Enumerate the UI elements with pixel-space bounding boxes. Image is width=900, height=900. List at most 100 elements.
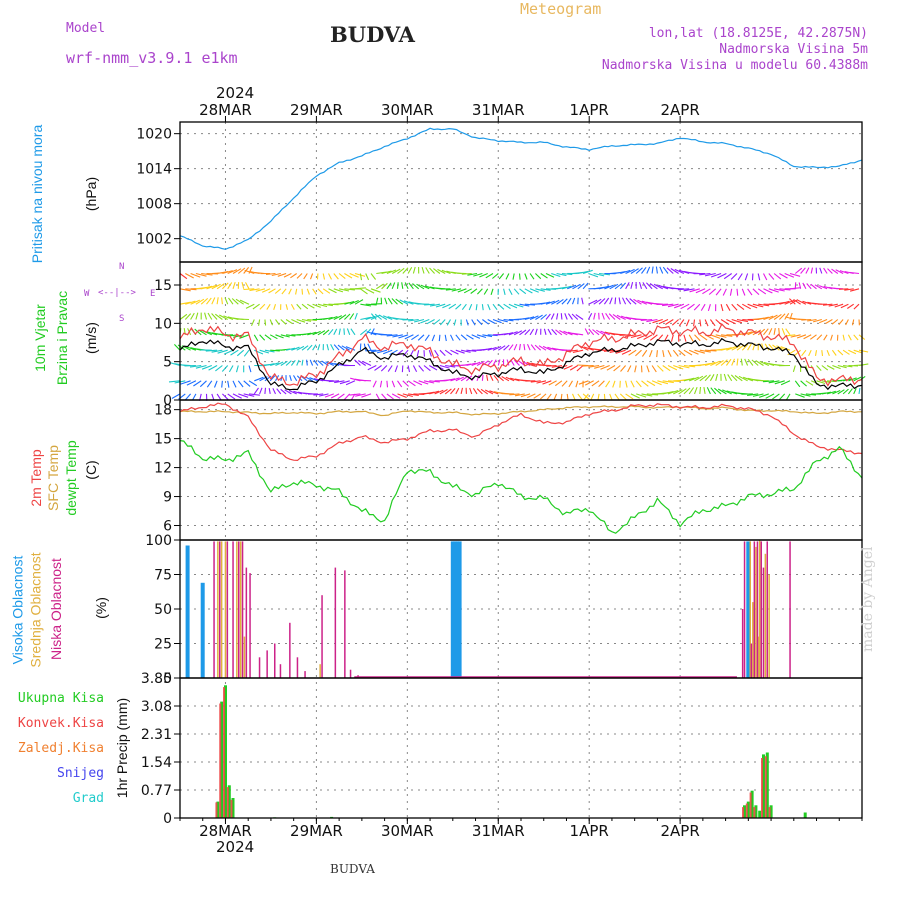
wind-arrow	[338, 314, 347, 320]
wind-arrow	[763, 273, 768, 281]
wind-arrow	[773, 313, 782, 320]
wind-arrow	[201, 285, 213, 290]
wind-arrow	[561, 285, 572, 290]
wind-arrow	[542, 380, 552, 385]
wind-arrow	[254, 349, 264, 355]
wind-arrow	[662, 365, 671, 372]
wind-arrow	[566, 297, 572, 305]
wind-arrow	[441, 269, 451, 275]
wind-arrow	[529, 273, 535, 280]
wind-arrow	[678, 388, 687, 395]
wind-arrow	[646, 266, 651, 274]
wind-arrow	[816, 365, 822, 371]
wind-arrow	[572, 349, 584, 354]
cloud-bar	[344, 570, 346, 678]
wind-arrow	[678, 349, 686, 357]
wind-arrow	[674, 303, 685, 309]
wind-arrow	[326, 343, 330, 351]
wind-arrow	[221, 365, 229, 372]
wind-arrow	[779, 300, 790, 305]
wind-arrow	[662, 266, 669, 274]
y-tick-label: 10	[154, 316, 172, 332]
temp-2m-label: 2m Temp	[28, 449, 44, 507]
wind-arrow	[816, 334, 823, 341]
wind-arrow	[618, 297, 621, 305]
wind-arrow	[553, 393, 558, 401]
wind-arrow	[322, 273, 326, 280]
wind-arrow	[268, 388, 271, 394]
wind-arrow	[171, 393, 181, 399]
wind-arrow	[806, 283, 812, 290]
legend-snow: Snijeg	[57, 766, 104, 781]
precip-legend: Ukupna Kisa Konvek.Kisa Zaledj.Kisa Snij…	[0, 686, 104, 811]
wind-arrow	[391, 268, 401, 274]
wind-arrow	[245, 282, 250, 290]
wind-arrow	[700, 303, 706, 311]
wind-arrow	[476, 374, 480, 382]
wind-arrow	[688, 349, 699, 355]
wind-arrow	[190, 312, 195, 320]
wind-arrow	[346, 328, 351, 335]
wind-arrow	[467, 272, 478, 276]
wind-arrow	[180, 380, 191, 385]
wind-arrow	[402, 267, 409, 274]
wind-arrow	[505, 273, 510, 280]
wind-arrow	[301, 332, 312, 336]
wind-arrow	[779, 273, 788, 279]
wind-arrow	[575, 314, 584, 320]
wind-arrow	[497, 359, 501, 366]
wind-arrow	[546, 393, 552, 400]
wind-arrow	[757, 288, 767, 295]
cloud-bar	[752, 602, 754, 678]
wind-arrow	[556, 272, 567, 277]
wind-arrow	[581, 297, 584, 305]
wind-arrow	[411, 334, 420, 341]
wind-arrow	[702, 288, 711, 295]
wind-arrow	[637, 299, 648, 305]
wind-arrow	[763, 328, 769, 336]
wind-arrow	[424, 303, 435, 306]
wind-arrow	[503, 332, 514, 336]
cloud-bar	[232, 541, 234, 678]
wind-arrow	[529, 315, 539, 321]
wind-arrow	[476, 319, 483, 326]
wind-arrow	[305, 376, 313, 382]
sfc-temp-line	[179, 405, 862, 417]
wind-arrow	[473, 272, 483, 277]
wind-arrow	[408, 393, 419, 396]
y-tick-label: 5	[163, 355, 172, 371]
wind-arrow	[566, 393, 569, 401]
wind-arrow	[341, 345, 350, 351]
wind-arrow	[605, 312, 611, 320]
wind-arrow	[450, 349, 459, 355]
wind-arrow	[448, 303, 457, 310]
wind-arrow	[333, 288, 344, 293]
cloud-bar	[762, 567, 765, 678]
wind-arrow	[484, 389, 494, 395]
wind-arrow	[797, 299, 807, 305]
wind-arrow	[776, 345, 785, 351]
wind-arrow	[568, 380, 573, 388]
wind-arrow	[526, 393, 536, 399]
wind-arrow	[460, 334, 468, 341]
wind-arrow	[582, 364, 594, 367]
wind-arrow	[699, 386, 702, 394]
wind-arrow	[480, 388, 489, 395]
wind-arrow	[683, 377, 695, 382]
wind-arrow	[747, 303, 758, 309]
wind-arrow	[230, 349, 239, 356]
wind-arrow	[519, 303, 530, 307]
wind-arrow	[693, 303, 701, 311]
wind-arrow	[534, 328, 538, 335]
wind-arrow	[359, 273, 363, 281]
wind-arrow	[295, 288, 298, 295]
wind-arrow	[720, 359, 728, 366]
cloud-bar	[321, 595, 323, 678]
wind-arrow	[211, 349, 223, 353]
wind-arrow	[810, 283, 817, 290]
wind-arrow	[627, 365, 632, 373]
wind-arrow	[337, 393, 345, 400]
wind-arrow	[253, 387, 259, 395]
wind-arrow	[847, 334, 852, 341]
